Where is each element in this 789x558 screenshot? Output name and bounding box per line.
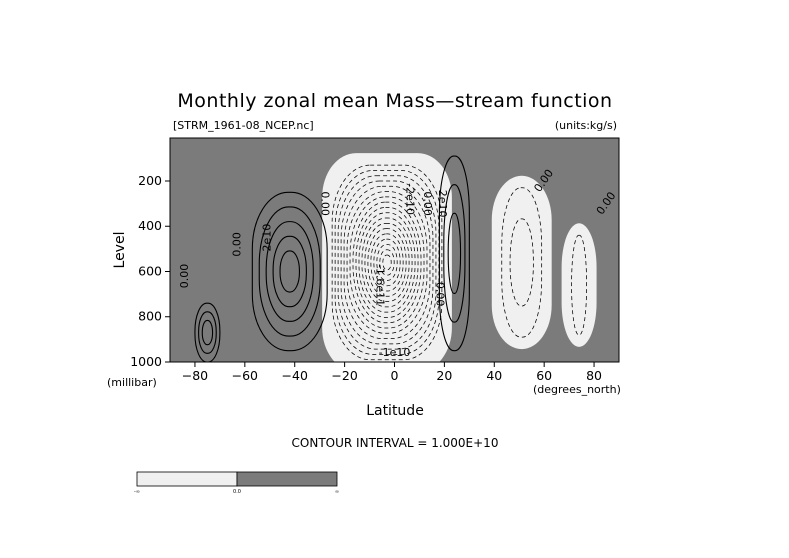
contour-positive: [251, 191, 328, 352]
contour-positive: [279, 250, 300, 293]
x-axis-ticks: −80 −60 −40 −20 0 20 40 60 80: [182, 362, 602, 383]
contour-negative: [358, 212, 416, 313]
contour-positive: [438, 155, 470, 352]
contour-negative: [352, 201, 422, 324]
contour-label: 0.00: [230, 232, 243, 257]
units-label: (units:kg/s): [555, 119, 617, 132]
x-tick-label: −80: [182, 368, 208, 383]
contour-interval-text: CONTOUR INTERVAL = 1.000E+10: [292, 436, 499, 450]
x-tick-label: 80: [586, 368, 602, 383]
contour-positive: [194, 302, 221, 362]
chart-title: Monthly zonal mean Mass—stream function: [177, 90, 612, 112]
contour-label: 2e10: [436, 190, 449, 218]
y-axis-ticks: 200 400 600 800 1000: [130, 173, 170, 369]
contour-positive: [198, 311, 217, 354]
y-units-label: (millibar): [107, 376, 157, 389]
source-file-label: [STRM_1961-08_NCEP.nc]: [173, 119, 314, 132]
colorbar-positive-swatch: [236, 471, 338, 487]
contour-negative: [343, 185, 431, 339]
colorbar-label-mid: 0.0: [233, 489, 241, 495]
x-tick-label: −20: [331, 368, 357, 383]
y-tick-label: 800: [138, 309, 162, 324]
contour-negative: [509, 218, 534, 307]
y-tick-label: 400: [138, 218, 162, 233]
contour-negative: [367, 228, 407, 297]
contour-positive: [272, 235, 307, 308]
contour-positive: [447, 212, 462, 295]
contour-label: 0.00: [433, 282, 446, 307]
y-tick-label: 200: [138, 173, 162, 188]
contour-negative: [370, 233, 404, 292]
negative-region: [491, 175, 552, 350]
y-tick-label: 1000: [130, 354, 162, 369]
contour-label: -2e10: [403, 183, 416, 215]
contour-negative: [337, 175, 437, 350]
y-tick-label: 600: [138, 263, 162, 278]
contour-negative: [382, 254, 392, 271]
contour-negative: [571, 234, 587, 336]
contour-label: 2e10: [260, 224, 273, 252]
contour-positive: [201, 319, 214, 346]
contour-label: -1e10: [379, 346, 411, 359]
contour-negative: [346, 191, 428, 334]
contour-lines: [194, 155, 587, 362]
x-units-label: (degrees_north): [533, 383, 621, 396]
contour-negative: [373, 238, 401, 287]
negative-region: [561, 223, 597, 347]
contour-negative: [361, 217, 413, 308]
contour-label: 0.00: [319, 191, 332, 216]
x-tick-label: −60: [232, 368, 258, 383]
x-tick-label: −40: [282, 368, 308, 383]
contour-negative: [379, 249, 395, 276]
contour-negative: [349, 196, 425, 329]
contour-negative: [334, 170, 440, 355]
contour-label: 0.00: [421, 191, 434, 216]
colorbar-label-min: -∞: [134, 489, 140, 495]
colorbar-negative-swatch: [136, 471, 238, 487]
x-tick-label: 60: [536, 368, 552, 383]
contour-negative: [355, 207, 419, 318]
contour-negative: [364, 222, 410, 302]
contour-positive: [443, 184, 466, 323]
colorbar: -∞ 0.0 ∞: [134, 471, 339, 495]
contour-negative: [501, 187, 543, 338]
contour-positive: [265, 221, 314, 322]
colorbar-label-max: ∞: [335, 489, 339, 495]
x-tick-label: 20: [436, 368, 452, 383]
contour-negative: [331, 164, 443, 361]
x-axis-label: Latitude: [366, 403, 424, 419]
y-axis-label: Level: [112, 232, 128, 269]
contour-label: 0.00: [178, 264, 191, 289]
x-tick-label: 40: [486, 368, 502, 383]
contour-positive: [258, 206, 321, 337]
contour-label: -1.6e11: [374, 264, 387, 306]
contour-negative: [340, 180, 434, 345]
contour-negative: [376, 244, 398, 281]
x-tick-label: 0: [391, 368, 399, 383]
